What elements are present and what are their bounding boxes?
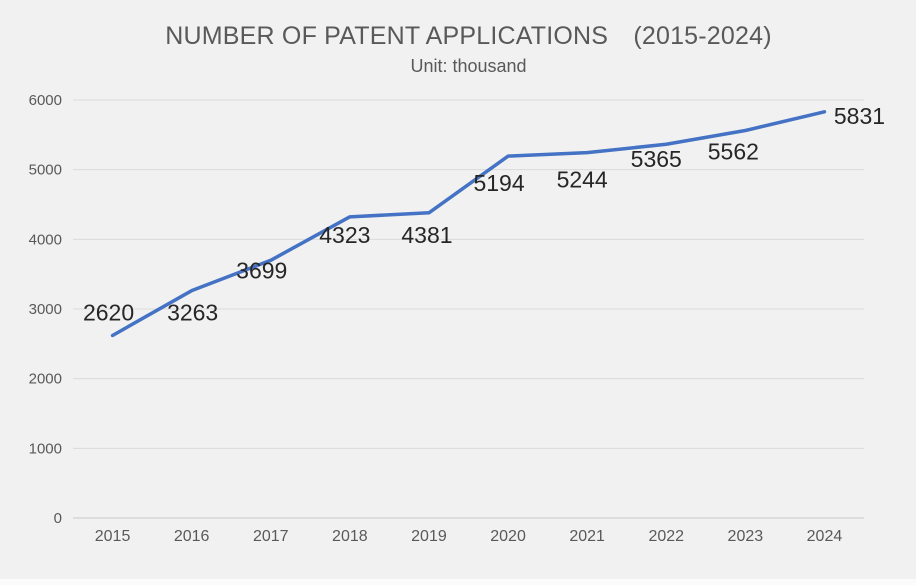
data-point-label: 5244 [557, 167, 608, 193]
x-axis-tick-label: 2021 [569, 528, 605, 545]
y-axis-tick-label: 4000 [29, 231, 62, 248]
x-axis-tick-label: 2024 [807, 528, 843, 545]
x-axis-tick-label: 2023 [728, 528, 764, 545]
x-axis-tick-label: 2022 [648, 528, 684, 545]
x-axis-tick-label: 2020 [490, 528, 526, 545]
data-point-label: 5194 [473, 170, 524, 196]
series-line [110, 110, 827, 338]
x-axis-tick-label: 2017 [253, 528, 289, 545]
x-axis-tick-label: 2019 [411, 528, 447, 545]
y-axis-tick-label: 2000 [29, 371, 62, 388]
x-axis-tick-label: 2018 [332, 528, 368, 545]
chart-subtitle: Unit: thousand [410, 56, 527, 76]
data-point-label: 4381 [401, 222, 452, 248]
y-axis-tick-label: 0 [54, 510, 62, 527]
y-axis-tick-label: 3000 [29, 301, 62, 318]
data-point-label: 3699 [236, 257, 287, 283]
data-point-label: 5365 [631, 146, 682, 172]
data-point-label: 3263 [167, 300, 218, 326]
y-axis-tick-label: 6000 [29, 92, 62, 109]
y-axis-tick-label: 5000 [29, 162, 62, 179]
slide-edge [0, 579, 916, 585]
data-point-label: 4323 [319, 222, 370, 248]
x-axis-tick-label: 2016 [174, 528, 210, 545]
data-point-label: 2620 [83, 299, 134, 325]
y-axis-tick-label: 1000 [29, 440, 62, 457]
data-point-label: 5562 [708, 139, 759, 165]
x-axis-tick-label: 2015 [95, 528, 131, 545]
chart-title: NUMBER OF PATENT APPLICATIONS (2015-2024… [165, 22, 772, 50]
data-point-label: 5831 [834, 103, 885, 129]
